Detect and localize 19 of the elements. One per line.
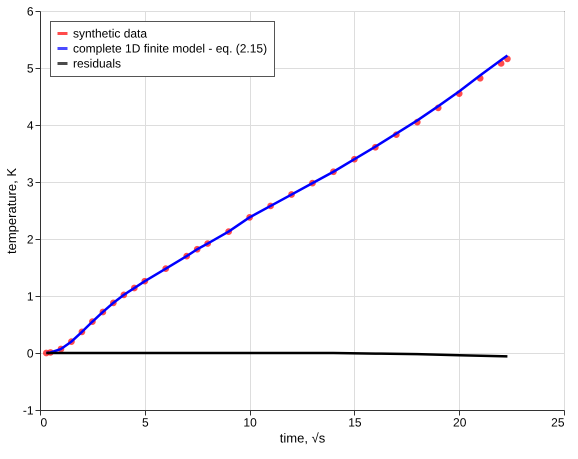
y-tick-label: 4	[26, 118, 34, 132]
x-axis-title: time, √s	[280, 430, 326, 446]
legend-label: synthetic data	[73, 26, 148, 40]
y-tick-label: 5	[26, 62, 34, 76]
legend-label: complete 1D finite model - eq. (2.15)	[73, 42, 268, 56]
y-tick-label: -1	[22, 404, 34, 418]
x-tick-label: 25	[551, 416, 565, 430]
y-tick-label: 3	[26, 176, 34, 190]
legend-label: residuals	[73, 56, 122, 70]
y-tick-label: 2	[26, 232, 34, 246]
y-tick-label: 0	[26, 346, 34, 360]
x-tick-label: 5	[142, 416, 149, 430]
y-axis-title: temperature, K	[4, 168, 19, 254]
x-tick-label: 15	[348, 416, 362, 430]
x-tick-label: 20	[453, 416, 467, 430]
x-tick-label: 10	[243, 416, 258, 430]
y-tick-label: 1	[26, 290, 34, 304]
y-tick-label: 6	[26, 4, 34, 18]
x-tick-label: 0	[40, 416, 48, 430]
